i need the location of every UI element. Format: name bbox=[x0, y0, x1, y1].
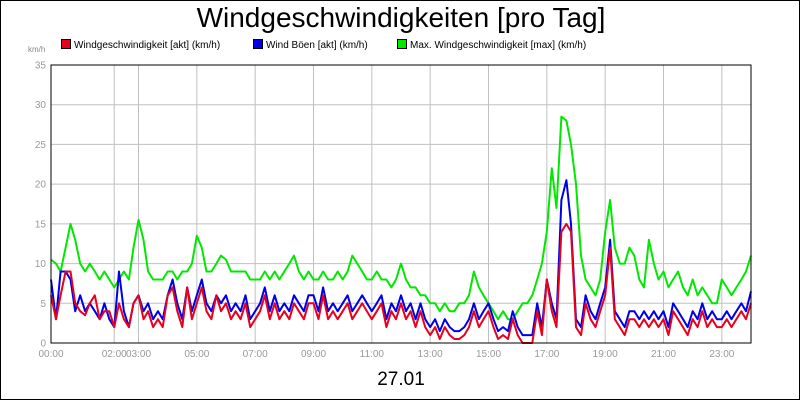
legend-item-gusts: Wind Böen [akt] (km/h) bbox=[253, 39, 368, 51]
legend-label-gusts: Wind Böen [akt] (km/h) bbox=[266, 40, 368, 51]
x-tick-label: 23:00 bbox=[709, 349, 734, 360]
y-tick-label: 20 bbox=[35, 180, 47, 191]
x-tick-label: 03:00 bbox=[126, 349, 151, 360]
legend-swatch-green bbox=[397, 39, 407, 49]
x-tick-label: 13:00 bbox=[418, 349, 443, 360]
x-tick-label: 09:00 bbox=[301, 349, 326, 360]
x-tick-label: 05:00 bbox=[184, 349, 209, 360]
date-label: 27.01 bbox=[377, 369, 425, 390]
x-tick-label: 19:00 bbox=[593, 349, 618, 360]
series-line-1 bbox=[50, 179, 752, 337]
chart-plot: 0 5 10 15 20 25 30 35 00:00 02:00 03:00 05:00 07:00… bbox=[35, 61, 752, 360]
y-tick-label: 10 bbox=[35, 259, 47, 270]
x-tick-label: 02:00 bbox=[102, 349, 127, 360]
y-tick-labels: 0 5 10 15 20 25 30 35 bbox=[35, 61, 47, 350]
x-tick-label: 21:00 bbox=[651, 349, 676, 360]
series-line-2 bbox=[50, 115, 752, 321]
y-tick-label: 25 bbox=[35, 140, 47, 151]
x-tick-label: 00:00 bbox=[38, 349, 63, 360]
series-line-0 bbox=[50, 222, 752, 344]
x-tick-labels: 00:00 02:00 03:00 05:00 07:00 09:00 11:00 13:00… bbox=[38, 349, 734, 360]
x-tick-label: 11:00 bbox=[360, 349, 385, 360]
chart-title: Windgeschwindigkeiten [pro Tag] bbox=[196, 2, 606, 33]
y-tick-label: 0 bbox=[40, 339, 46, 350]
legend-swatch-red bbox=[61, 39, 71, 49]
x-tick-label: 07:00 bbox=[243, 349, 268, 360]
y-tick-label: 35 bbox=[35, 61, 47, 72]
y-unit-label: km/h bbox=[28, 45, 46, 54]
y-tick-label: 15 bbox=[35, 219, 47, 230]
plot-border bbox=[50, 64, 752, 344]
x-tick-label: 17:00 bbox=[534, 349, 559, 360]
x-tick-label: 15:00 bbox=[476, 349, 501, 360]
legend-item-max-speed: Max. Windgeschwindigkeit [max] (km/h) bbox=[397, 39, 586, 51]
legend-item-wind-speed: Windgeschwindigkeit [akt] (km/h) bbox=[61, 39, 220, 51]
series-lines bbox=[50, 115, 752, 344]
y-tick-label: 30 bbox=[35, 100, 47, 111]
legend-label-wind-speed: Windgeschwindigkeit [akt] (km/h) bbox=[74, 40, 221, 51]
legend-swatch-blue bbox=[253, 39, 263, 49]
legend-label-max-speed: Max. Windgeschwindigkeit [max] (km/h) bbox=[410, 40, 587, 51]
y-tick-label: 5 bbox=[40, 299, 46, 310]
grid-lines bbox=[50, 64, 751, 344]
